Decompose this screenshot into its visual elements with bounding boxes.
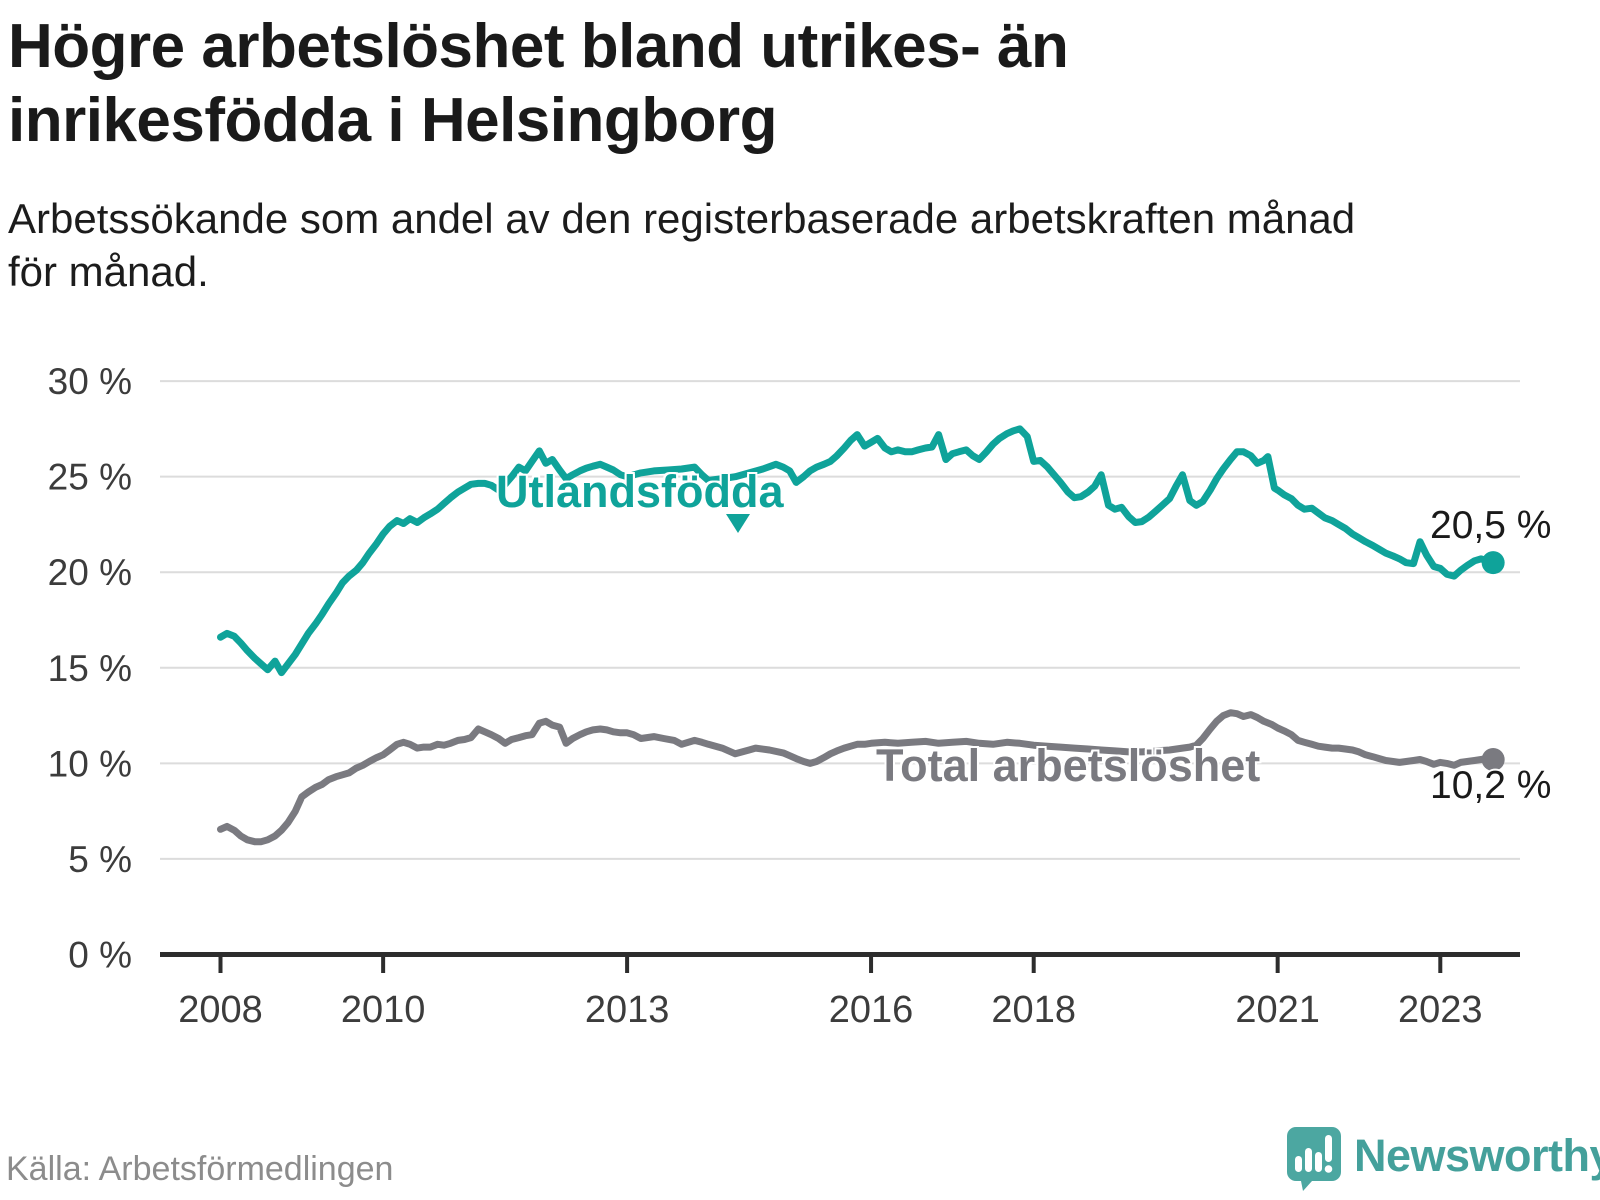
page-title-line2: inrikesfödda i Helsingborg bbox=[8, 86, 778, 155]
y-tick-label-20: 20 % bbox=[48, 552, 132, 593]
page-subtitle: Arbetssökande som andel av den registerb… bbox=[8, 192, 1588, 298]
source-attribution: Källa: Arbetsförmedlingen bbox=[6, 1150, 394, 1188]
series-label-total-arbetsloshet: Total arbetslöshet bbox=[876, 740, 1261, 791]
end-value-label-utlandsfodda: 20,5 % bbox=[1430, 504, 1552, 547]
page-title-line1: Högre arbetslöshet bland utrikes- än bbox=[8, 12, 1069, 81]
series-line-total bbox=[217, 709, 1497, 846]
newsworthy-logo-icon bbox=[1287, 1127, 1341, 1191]
y-tick-label-25: 25 % bbox=[48, 457, 132, 498]
x-tick-label-2016: 2016 bbox=[829, 989, 914, 1031]
end-value-label-total: 10,2 % bbox=[1430, 764, 1552, 807]
series-label-arrow-down-icon bbox=[726, 514, 750, 533]
series-end-dot-utlandsfodda bbox=[1481, 551, 1505, 575]
x-tick-label-2013: 2013 bbox=[585, 989, 670, 1031]
x-tick-label-2023: 2023 bbox=[1398, 989, 1483, 1031]
y-tick-label-15: 15 % bbox=[48, 648, 132, 689]
y-tick-label-0: 0 % bbox=[68, 935, 132, 976]
series-end-dot-total bbox=[1481, 748, 1505, 772]
page-subtitle-line1: Arbetssökande som andel av den registerb… bbox=[8, 195, 1356, 242]
newsworthy-brand-name: Newsworthy bbox=[1354, 1130, 1600, 1181]
x-tick-label-2018: 2018 bbox=[991, 989, 1076, 1031]
page-title: Högre arbetslöshet bland utrikes- än inr… bbox=[8, 10, 1568, 158]
x-tick-label-2021: 2021 bbox=[1235, 989, 1320, 1031]
x-tick-label-2008: 2008 bbox=[178, 989, 263, 1031]
series-label-utlandsfodda: Utlandsfödda bbox=[496, 466, 784, 517]
y-tick-label-5: 5 % bbox=[68, 839, 132, 880]
series-line-utlandsfodda bbox=[217, 425, 1497, 677]
x-tick-label-2010: 2010 bbox=[341, 989, 426, 1031]
page-subtitle-line2: för månad. bbox=[8, 248, 209, 295]
y-tick-label-10: 10 % bbox=[48, 743, 132, 784]
y-tick-label-30: 30 % bbox=[48, 361, 132, 402]
